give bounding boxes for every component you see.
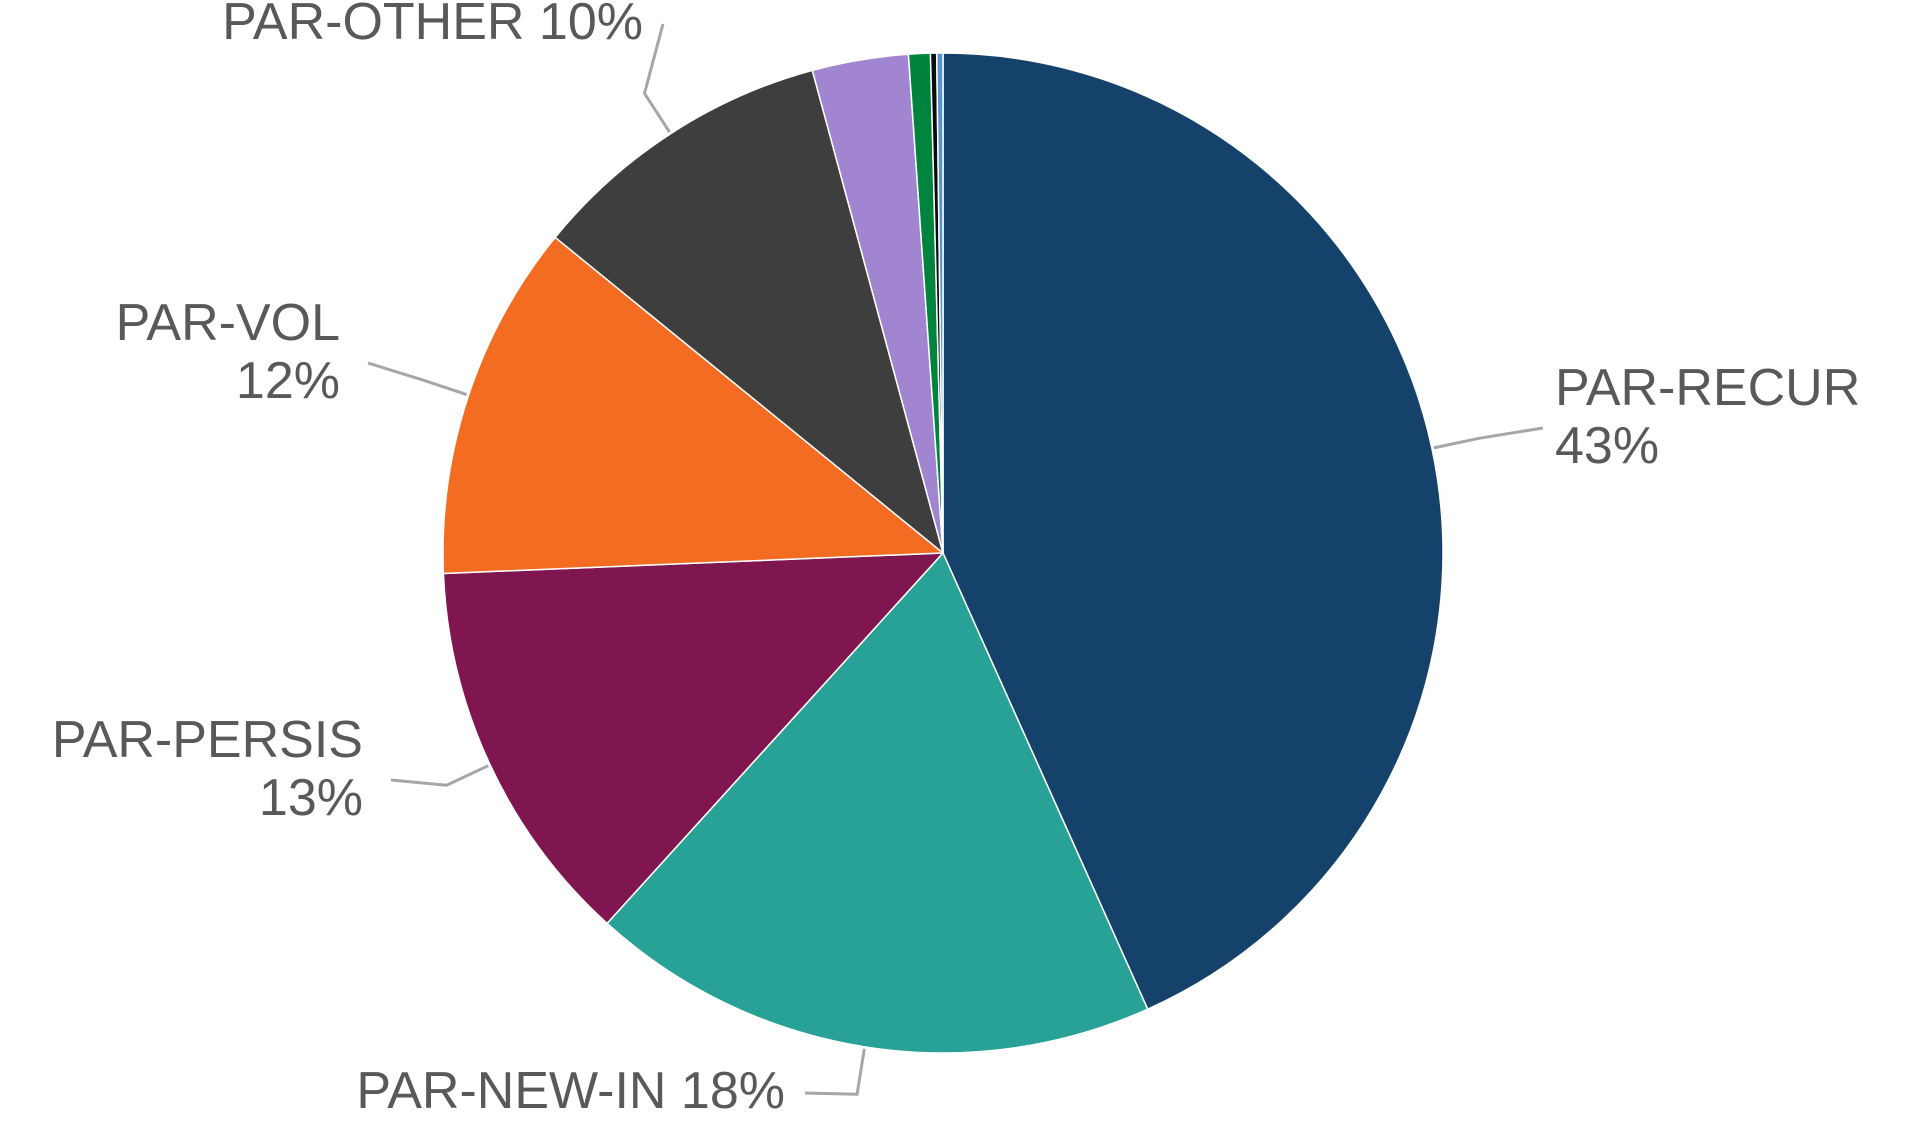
data-label-par-vol: PAR-VOL 12% xyxy=(116,294,340,410)
leader-line-par-other xyxy=(642,23,671,133)
data-label-category: PAR-RECUR xyxy=(1555,359,1860,417)
data-label-par-persis: PAR-PERSIS 13% xyxy=(52,711,363,827)
data-labels: PAR-RECUR 43%PAR-NEW-IN 18%PAR-PERSIS 13%P… xyxy=(52,0,1860,1120)
pie-slice-par-new-in xyxy=(606,552,1149,1054)
data-label-category: PAR-VOL xyxy=(116,294,340,352)
leader-line-par-persis xyxy=(390,764,489,787)
data-label-value: 43% xyxy=(1555,417,1659,475)
leader-lines xyxy=(367,23,1544,1096)
data-label-par-other: PAR-OTHER 10% xyxy=(222,0,643,51)
pie-slice-unlabeled-9 xyxy=(935,52,944,554)
pie-slice-par-recur xyxy=(942,52,1444,1010)
pie-slices xyxy=(442,52,1444,1054)
pie-slice-par-other xyxy=(554,69,944,554)
data-label-par-recur: PAR-RECUR 43% xyxy=(1555,359,1860,475)
data-label-value: 13% xyxy=(259,769,363,827)
leader-line-par-new-in xyxy=(804,1048,866,1096)
data-label-value: 12% xyxy=(236,352,340,410)
leader-line-par-vol xyxy=(367,361,468,397)
pie-slice-par-persis xyxy=(442,552,944,925)
pie-slice-par-vol xyxy=(442,236,944,575)
data-label-category: PAR-PERSIS xyxy=(52,711,363,769)
leader-line-par-recur xyxy=(1433,426,1544,450)
data-label-par-new-in: PAR-NEW-IN 18% xyxy=(356,1062,785,1120)
